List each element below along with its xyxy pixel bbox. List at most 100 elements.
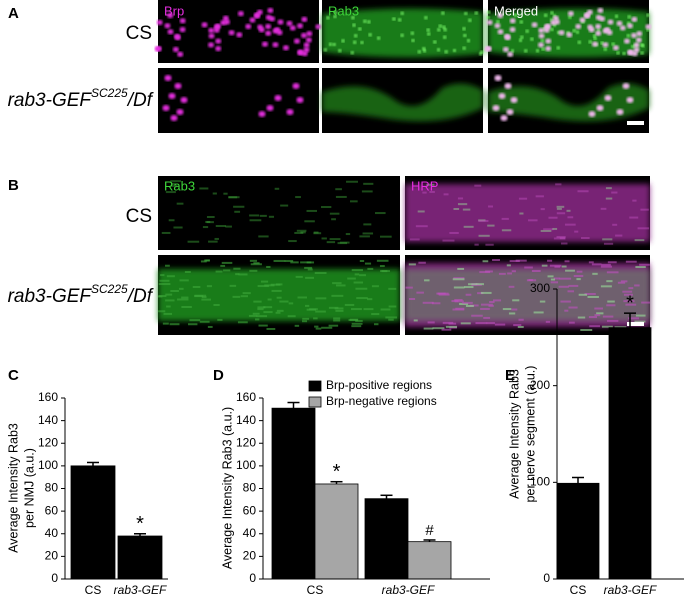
noise bbox=[306, 209, 317, 212]
brp-puncta bbox=[596, 105, 604, 111]
y-tick-label: 120 bbox=[236, 435, 256, 449]
x-tick-label: rab3-GEF bbox=[382, 583, 435, 596]
brp-puncta bbox=[261, 41, 268, 47]
brp-puncta bbox=[558, 30, 565, 36]
brp-puncta bbox=[179, 26, 186, 33]
brp-puncta bbox=[504, 83, 512, 89]
brp-puncta bbox=[266, 105, 274, 111]
texture bbox=[485, 7, 652, 58]
noise bbox=[306, 261, 315, 264]
noise bbox=[328, 306, 339, 309]
noise bbox=[388, 305, 397, 308]
noise bbox=[276, 309, 284, 312]
noise bbox=[355, 319, 363, 322]
brp-puncta bbox=[627, 50, 634, 56]
brp-puncta bbox=[567, 10, 574, 17]
brp-puncta bbox=[220, 20, 227, 26]
noise bbox=[627, 317, 640, 320]
noise bbox=[304, 304, 310, 307]
noise bbox=[290, 261, 299, 264]
brp-puncta bbox=[282, 45, 289, 51]
noise bbox=[452, 278, 465, 281]
noise bbox=[617, 281, 626, 284]
brp-puncta bbox=[237, 10, 244, 17]
noise bbox=[460, 322, 471, 325]
noise bbox=[334, 307, 344, 310]
noise bbox=[606, 319, 619, 322]
noise bbox=[353, 281, 364, 284]
x-tick-label: CS bbox=[85, 583, 102, 596]
puncta bbox=[513, 13, 518, 17]
brp-puncta bbox=[588, 111, 596, 117]
noise bbox=[424, 279, 430, 282]
noise bbox=[584, 292, 596, 295]
noise bbox=[559, 237, 566, 240]
noise bbox=[259, 214, 267, 217]
noise bbox=[188, 323, 198, 326]
noise bbox=[165, 299, 175, 302]
noise bbox=[445, 325, 458, 328]
y-tick-label: 140 bbox=[236, 413, 256, 427]
allele: SC225 bbox=[91, 86, 128, 100]
puncta bbox=[462, 27, 466, 31]
noise bbox=[471, 314, 483, 317]
brp-puncta bbox=[303, 42, 310, 48]
brp-puncta bbox=[257, 24, 264, 30]
noise bbox=[524, 266, 533, 269]
puncta bbox=[410, 31, 415, 35]
noise bbox=[349, 200, 358, 203]
noise bbox=[549, 264, 562, 267]
brp-puncta bbox=[626, 97, 634, 103]
noise bbox=[556, 235, 566, 238]
brp-puncta bbox=[300, 32, 307, 39]
noise bbox=[346, 180, 358, 183]
noise bbox=[228, 196, 238, 199]
noise bbox=[258, 235, 269, 238]
noise bbox=[449, 231, 459, 234]
noise bbox=[261, 280, 269, 283]
brp-puncta bbox=[258, 111, 266, 117]
puncta bbox=[411, 38, 415, 43]
brp-puncta bbox=[500, 115, 508, 121]
noise bbox=[331, 294, 344, 297]
noise bbox=[294, 324, 300, 327]
noise bbox=[380, 235, 392, 238]
noise bbox=[561, 265, 567, 268]
noise bbox=[423, 327, 434, 330]
column-label: Merged bbox=[494, 3, 538, 18]
noise bbox=[356, 297, 368, 300]
noise bbox=[163, 312, 173, 315]
y-tick-label: 160 bbox=[38, 390, 58, 404]
brp-puncta bbox=[595, 30, 602, 36]
puncta bbox=[400, 11, 404, 15]
micrograph bbox=[158, 0, 319, 63]
x-tick-label: CS bbox=[307, 583, 324, 596]
noise bbox=[206, 285, 212, 288]
noise bbox=[328, 324, 339, 327]
y-axis-label: Average Intensity Rab3 bbox=[6, 423, 20, 553]
noise bbox=[296, 229, 307, 232]
noise bbox=[552, 227, 558, 230]
puncta bbox=[525, 29, 529, 33]
brp-puncta bbox=[292, 83, 300, 89]
noise bbox=[257, 306, 266, 309]
noise bbox=[333, 319, 341, 322]
y-tick-label: 0 bbox=[51, 571, 58, 585]
noise bbox=[380, 308, 391, 311]
y-axis-label: Average Intensity Rab3 (a.u.) bbox=[220, 407, 234, 569]
puncta bbox=[540, 39, 545, 43]
noise bbox=[326, 241, 336, 244]
noise bbox=[568, 321, 575, 324]
noise bbox=[632, 199, 637, 202]
noise bbox=[288, 240, 297, 243]
noise bbox=[606, 280, 613, 283]
puncta bbox=[417, 50, 422, 54]
brp-puncta bbox=[595, 14, 602, 21]
noise bbox=[468, 283, 477, 286]
noise bbox=[641, 301, 650, 304]
noise bbox=[511, 270, 516, 273]
noise bbox=[388, 318, 394, 321]
row-label: rab3-GEFSC225/Df bbox=[8, 86, 154, 111]
y-tick-label: 20 bbox=[45, 549, 59, 563]
noise bbox=[457, 267, 465, 270]
